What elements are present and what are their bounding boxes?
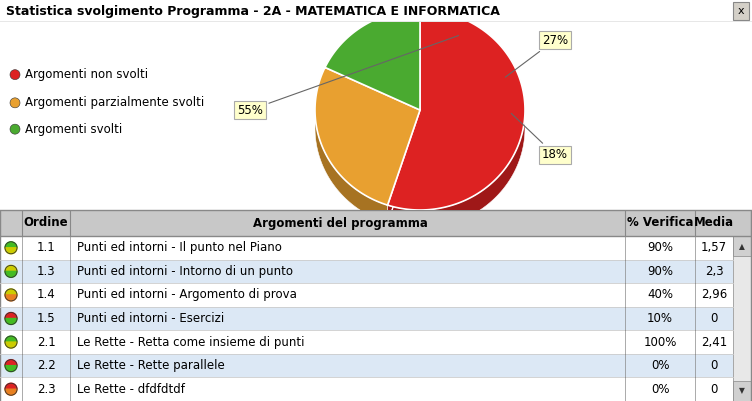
Polygon shape bbox=[5, 360, 17, 366]
Text: Ordine: Ordine bbox=[23, 217, 68, 229]
Polygon shape bbox=[315, 110, 387, 223]
Polygon shape bbox=[5, 248, 17, 254]
Polygon shape bbox=[5, 271, 17, 277]
Text: 2.2: 2.2 bbox=[37, 359, 56, 372]
Text: 90%: 90% bbox=[647, 241, 673, 254]
Text: 100%: 100% bbox=[643, 336, 677, 348]
FancyBboxPatch shape bbox=[0, 354, 733, 377]
Polygon shape bbox=[325, 10, 420, 110]
Text: 2,41: 2,41 bbox=[701, 336, 727, 348]
FancyBboxPatch shape bbox=[0, 307, 733, 330]
Polygon shape bbox=[5, 289, 17, 295]
Polygon shape bbox=[5, 389, 17, 395]
Text: Punti ed intorni - Intorno di un punto: Punti ed intorni - Intorno di un punto bbox=[77, 265, 293, 278]
Text: Statistica svolgimento Programma - 2A - MATEMATICA E INFORMATICA: Statistica svolgimento Programma - 2A - … bbox=[6, 4, 500, 18]
Text: ▲: ▲ bbox=[739, 241, 745, 251]
Text: Argomenti parzialmente svolti: Argomenti parzialmente svolti bbox=[25, 96, 205, 109]
FancyBboxPatch shape bbox=[733, 381, 751, 401]
FancyBboxPatch shape bbox=[0, 210, 752, 236]
Text: 90%: 90% bbox=[647, 265, 673, 278]
Text: 0%: 0% bbox=[650, 383, 669, 396]
Circle shape bbox=[10, 70, 20, 80]
Text: 1.4: 1.4 bbox=[37, 288, 56, 302]
Text: 2.3: 2.3 bbox=[37, 383, 56, 396]
Text: Punti ed intorni - Il punto nel Piano: Punti ed intorni - Il punto nel Piano bbox=[77, 241, 282, 254]
Polygon shape bbox=[315, 67, 420, 205]
Text: 2,96: 2,96 bbox=[701, 288, 727, 302]
Circle shape bbox=[10, 124, 20, 134]
Text: 1.3: 1.3 bbox=[37, 265, 56, 278]
Text: Le Rette - Rette parallele: Le Rette - Rette parallele bbox=[77, 359, 225, 372]
Text: 55%: 55% bbox=[237, 36, 459, 117]
Polygon shape bbox=[5, 342, 17, 348]
Polygon shape bbox=[5, 318, 17, 324]
Text: 0%: 0% bbox=[650, 359, 669, 372]
FancyBboxPatch shape bbox=[733, 2, 749, 20]
Text: 1,57: 1,57 bbox=[701, 241, 727, 254]
Polygon shape bbox=[5, 265, 17, 271]
Polygon shape bbox=[387, 10, 525, 210]
Text: Argomenti svolti: Argomenti svolti bbox=[25, 123, 123, 136]
Polygon shape bbox=[5, 242, 17, 248]
Circle shape bbox=[10, 98, 20, 108]
Text: Le Rette - Retta come insieme di punti: Le Rette - Retta come insieme di punti bbox=[77, 336, 305, 348]
Polygon shape bbox=[5, 312, 17, 318]
Text: 0: 0 bbox=[711, 312, 717, 325]
FancyBboxPatch shape bbox=[0, 330, 733, 354]
Text: Le Rette - dfdfdtdf: Le Rette - dfdfdtdf bbox=[77, 383, 185, 396]
Polygon shape bbox=[5, 336, 17, 342]
Text: 18%: 18% bbox=[511, 113, 568, 162]
Text: Punti ed intorni - Argomento di prova: Punti ed intorni - Argomento di prova bbox=[77, 288, 297, 302]
Text: 10%: 10% bbox=[647, 312, 673, 325]
Polygon shape bbox=[5, 366, 17, 372]
Text: Argomenti del programma: Argomenti del programma bbox=[253, 217, 427, 229]
Text: ▼: ▼ bbox=[739, 387, 745, 395]
Polygon shape bbox=[5, 295, 17, 301]
FancyBboxPatch shape bbox=[0, 236, 733, 259]
Text: 0: 0 bbox=[711, 383, 717, 396]
Text: % Verifica: % Verifica bbox=[626, 217, 693, 229]
FancyBboxPatch shape bbox=[0, 377, 733, 401]
FancyBboxPatch shape bbox=[733, 236, 751, 401]
Text: 1.1: 1.1 bbox=[37, 241, 56, 254]
FancyBboxPatch shape bbox=[0, 283, 733, 307]
Text: 2,3: 2,3 bbox=[705, 265, 723, 278]
Text: Argomenti non svolti: Argomenti non svolti bbox=[25, 68, 148, 81]
Text: 0: 0 bbox=[711, 359, 717, 372]
Polygon shape bbox=[387, 113, 525, 228]
Polygon shape bbox=[5, 383, 17, 389]
Text: 1.5: 1.5 bbox=[37, 312, 56, 325]
Text: 27%: 27% bbox=[505, 34, 568, 77]
Text: Media: Media bbox=[694, 217, 734, 229]
Text: 40%: 40% bbox=[647, 288, 673, 302]
Text: x: x bbox=[738, 6, 744, 16]
FancyBboxPatch shape bbox=[0, 259, 733, 283]
FancyBboxPatch shape bbox=[733, 236, 751, 256]
Text: Punti ed intorni - Esercizi: Punti ed intorni - Esercizi bbox=[77, 312, 224, 325]
Text: 2.1: 2.1 bbox=[37, 336, 56, 348]
